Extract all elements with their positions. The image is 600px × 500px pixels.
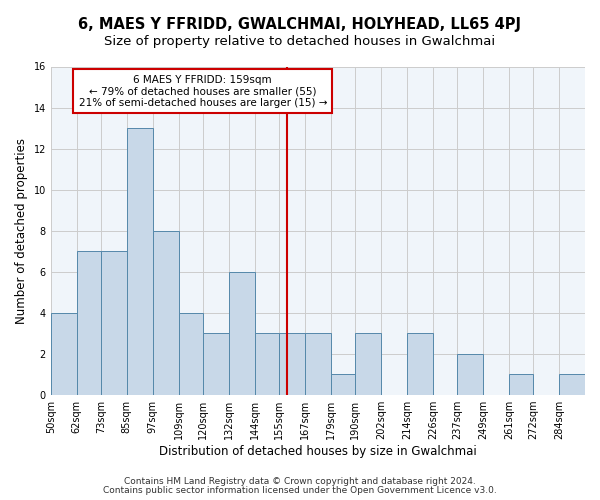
Bar [203, 333, 229, 394]
Bar [355, 333, 381, 394]
X-axis label: Distribution of detached houses by size in Gwalchmai: Distribution of detached houses by size … [159, 444, 477, 458]
Text: Contains HM Land Registry data © Crown copyright and database right 2024.: Contains HM Land Registry data © Crown c… [124, 477, 476, 486]
Bar [305, 333, 331, 394]
Text: Contains public sector information licensed under the Open Government Licence v3: Contains public sector information licen… [103, 486, 497, 495]
Text: 6 MAES Y FFRIDD: 159sqm
← 79% of detached houses are smaller (55)
21% of semi-de: 6 MAES Y FFRIDD: 159sqm ← 79% of detache… [79, 74, 327, 108]
Bar [279, 333, 305, 394]
Bar [101, 251, 127, 394]
Bar [255, 333, 279, 394]
Y-axis label: Number of detached properties: Number of detached properties [15, 138, 28, 324]
Bar [77, 251, 101, 394]
Bar [51, 312, 77, 394]
Bar [457, 354, 483, 395]
Bar [559, 374, 585, 394]
Text: 6, MAES Y FFRIDD, GWALCHMAI, HOLYHEAD, LL65 4PJ: 6, MAES Y FFRIDD, GWALCHMAI, HOLYHEAD, L… [79, 18, 521, 32]
Bar [127, 128, 153, 394]
Bar [179, 312, 203, 394]
Bar [153, 230, 179, 394]
Bar [509, 374, 533, 394]
Bar [407, 333, 433, 394]
Text: Size of property relative to detached houses in Gwalchmai: Size of property relative to detached ho… [104, 35, 496, 48]
Bar [331, 374, 355, 394]
Bar [229, 272, 255, 394]
